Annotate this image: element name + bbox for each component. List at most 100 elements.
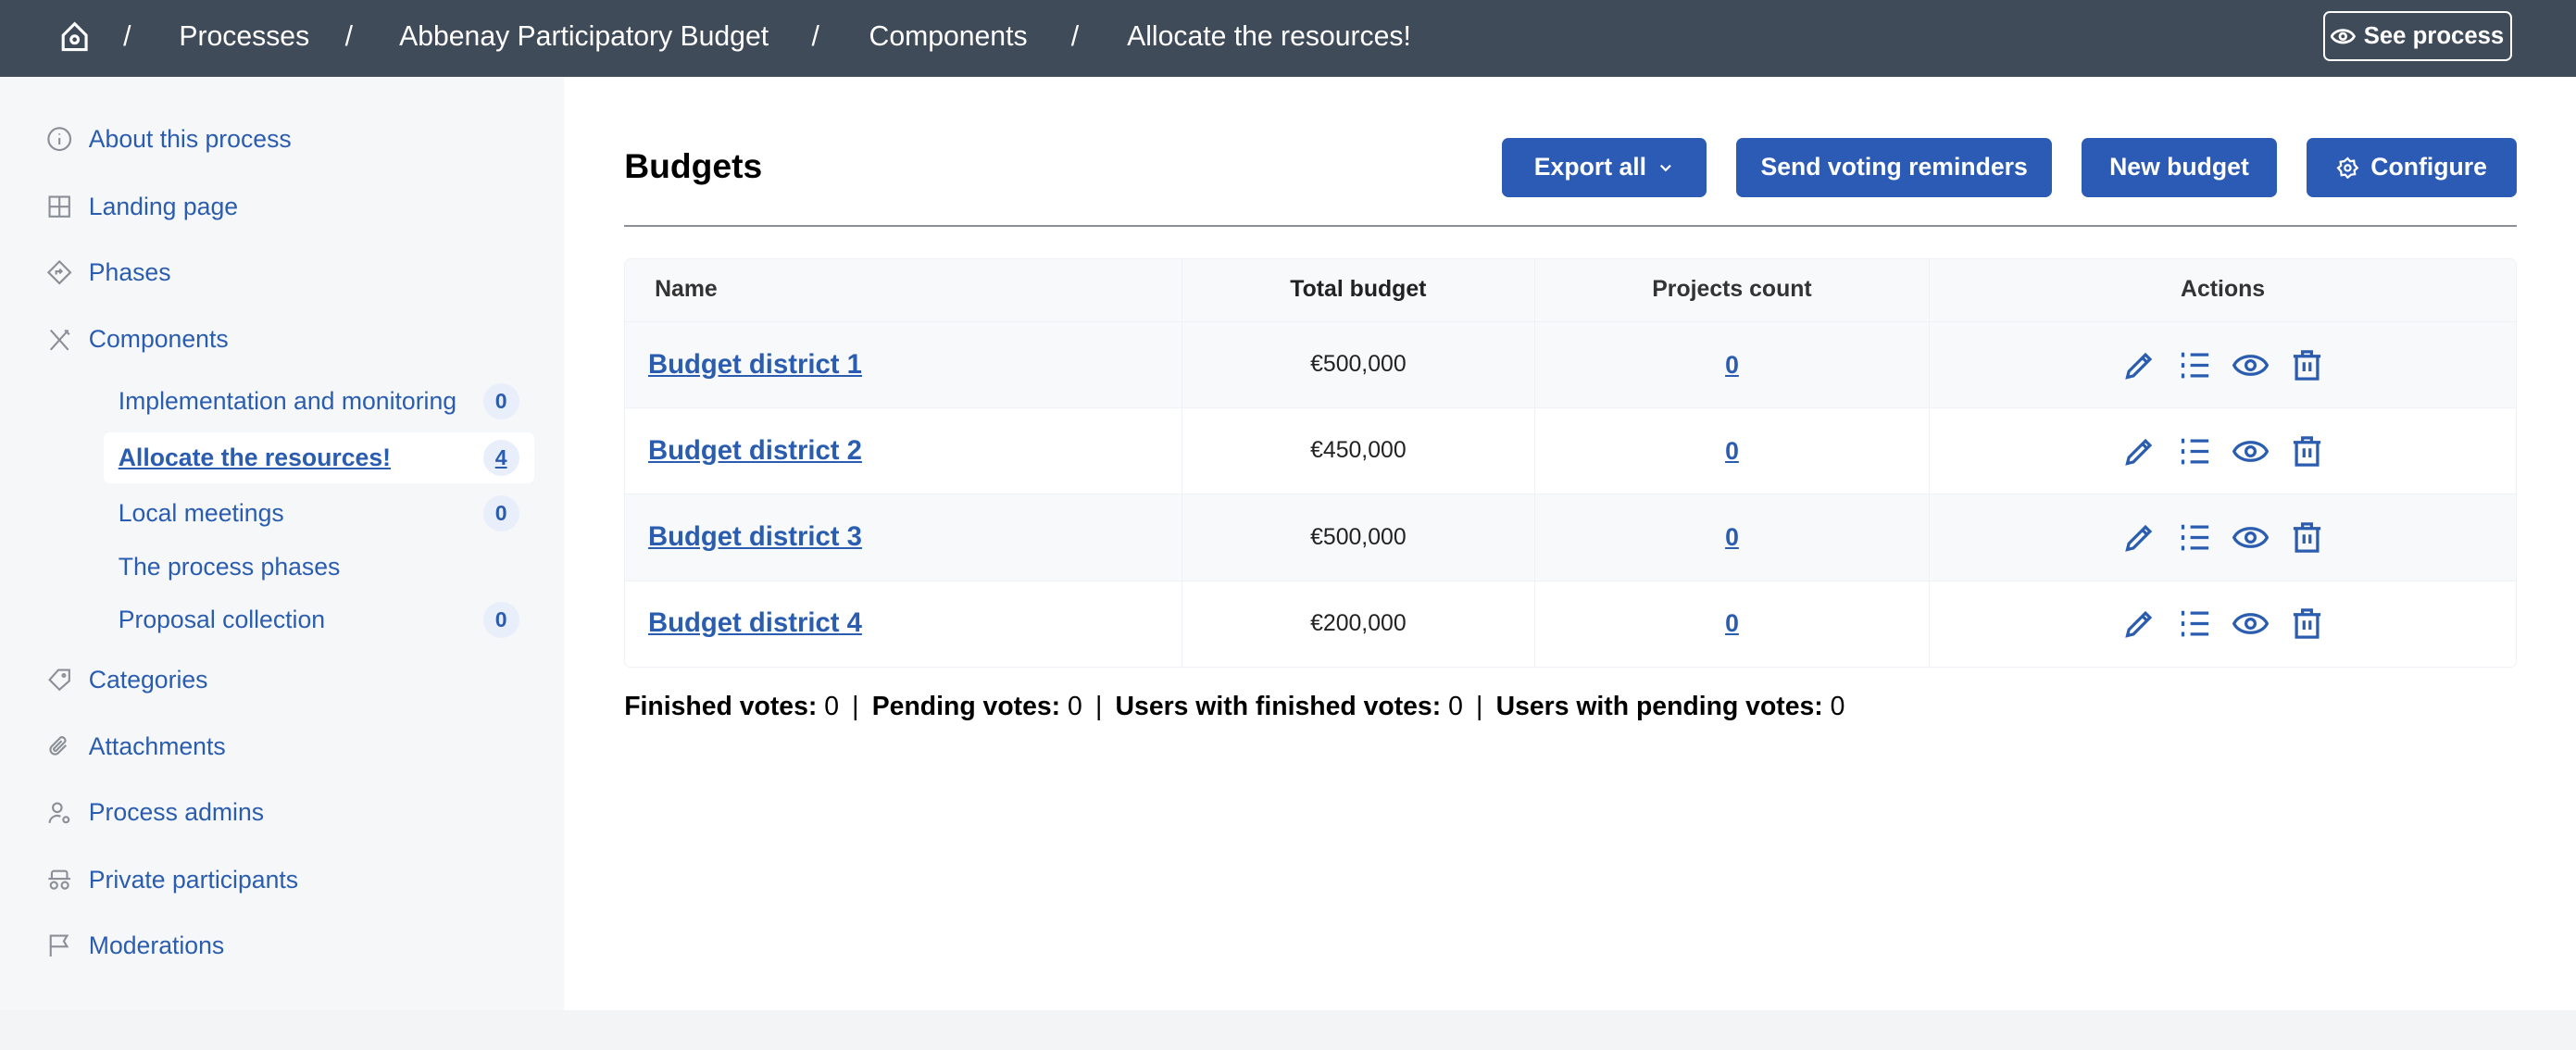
trash-icon: [2293, 522, 2320, 553]
breadcrumb-processes[interactable]: Processes: [179, 21, 310, 53]
actions-cell: [1930, 408, 2516, 494]
component-item-active[interactable]: Allocate the resources! 4: [103, 431, 534, 483]
sidebar-item-label: Components: [88, 325, 229, 354]
count-badge: 4: [482, 439, 519, 476]
projects-count-link[interactable]: 0: [1725, 523, 1739, 552]
tools-icon: [49, 329, 70, 351]
component-label: Local meetings: [118, 498, 284, 527]
breadcrumb-separator: /: [123, 21, 131, 53]
top-bar: / Processes / Abbenay Participatory Budg…: [0, 0, 2576, 78]
user-settings-icon: [48, 802, 69, 823]
list-icon: [2181, 352, 2209, 378]
export-all-button[interactable]: Export all: [1501, 138, 1707, 197]
table-header: Name Total budget Projects count Actions: [625, 258, 2517, 321]
sidebar-item-components[interactable]: Components: [46, 325, 229, 354]
breadcrumb-separator: /: [811, 21, 819, 53]
sidebar-item-phases[interactable]: Phases: [46, 258, 171, 287]
sidebar-item-private-participants[interactable]: Private participants: [46, 866, 298, 894]
trash-icon: [2293, 608, 2320, 640]
preview-button[interactable]: [2232, 433, 2270, 469]
sidebar-item-categories[interactable]: Categories: [46, 665, 208, 694]
users-pending-votes-label: Users with pending votes:: [1495, 691, 1823, 721]
component-item[interactable]: Implementation and monitoring 0: [104, 376, 534, 427]
pencil-icon: [2124, 611, 2152, 639]
projects-count-link[interactable]: 0: [1725, 436, 1739, 465]
trash-icon: [2293, 349, 2320, 381]
delete-button[interactable]: [2289, 519, 2325, 556]
projects-button[interactable]: [2177, 519, 2213, 556]
edit-button[interactable]: [2121, 519, 2157, 556]
breadcrumb-components[interactable]: Components: [869, 21, 1028, 53]
pencil-icon: [2124, 352, 2152, 380]
send-voting-reminders-button[interactable]: Send voting reminders: [1736, 138, 2052, 197]
component-label: Proposal collection: [118, 606, 326, 634]
eye-icon: [2331, 28, 2356, 44]
list-icon: [2181, 438, 2209, 465]
budget-name-link[interactable]: Budget district 4: [648, 608, 862, 639]
table-row: Budget district 1 €500,000 0: [625, 320, 2517, 408]
projects-count-cell: 0: [1535, 581, 1930, 667]
page-title: Budgets: [624, 145, 763, 185]
projects-count-link[interactable]: 0: [1725, 609, 1739, 638]
budget-name-link[interactable]: Budget district 3: [648, 522, 862, 553]
preview-button[interactable]: [2232, 519, 2270, 556]
eye-icon: [2232, 613, 2270, 635]
breadcrumb-current[interactable]: Allocate the resources!: [1127, 21, 1411, 53]
component-item[interactable]: Proposal collection 0: [104, 594, 534, 645]
projects-count-cell: 0: [1535, 321, 1930, 408]
header-total-budget: Total budget: [1182, 258, 1536, 321]
see-process-label: See process: [2363, 22, 2505, 49]
edit-button[interactable]: [2121, 347, 2157, 383]
table-row: Budget district 3 €500,000 0: [625, 494, 2517, 581]
home-icon[interactable]: [57, 19, 92, 54]
votes-summary: Finished votes: 0 | Pending votes: 0 | Users…: [624, 692, 1844, 722]
new-budget-button[interactable]: New budget: [2081, 138, 2278, 197]
edit-button[interactable]: [2121, 433, 2157, 469]
sidebar-item-about[interactable]: About this process: [46, 125, 292, 154]
actions-cell: [1930, 494, 2516, 580]
projects-count-link[interactable]: 0: [1725, 350, 1739, 379]
component-item[interactable]: The process phases: [104, 542, 534, 593]
sidebar-item-label: Categories: [88, 665, 208, 694]
breadcrumb-process[interactable]: Abbenay Participatory Budget: [399, 21, 769, 53]
layout-icon: [48, 195, 70, 218]
header-actions: Actions: [2181, 277, 2266, 303]
projects-button[interactable]: [2177, 433, 2213, 469]
preview-button[interactable]: [2232, 606, 2270, 642]
sidebar-item-moderations[interactable]: Moderations: [46, 931, 224, 960]
see-process-button[interactable]: See process: [2322, 11, 2512, 61]
sidebar-item-label: Attachments: [88, 732, 226, 761]
preview-button[interactable]: [2232, 347, 2270, 383]
component-label: The process phases: [118, 553, 341, 581]
header-name: Name: [625, 258, 1182, 321]
users-finished-votes-label: Users with finished votes:: [1115, 691, 1442, 721]
export-all-label: Export all: [1533, 153, 1647, 181]
projects-count-cell: 0: [1535, 408, 1930, 494]
eye-icon: [2232, 440, 2270, 462]
sidebar-item-label: Landing page: [88, 192, 239, 220]
sidebar-item-process-admins[interactable]: Process admins: [46, 798, 264, 827]
budget-name-link[interactable]: Budget district 1: [648, 349, 862, 380]
configure-button[interactable]: Configure: [2306, 138, 2518, 197]
delete-button[interactable]: [2289, 606, 2325, 642]
table-row: Budget district 2 €450,000 0: [625, 407, 2517, 494]
signpost-icon: [46, 259, 72, 285]
sidebar-item-landing-page[interactable]: Landing page: [46, 193, 238, 221]
sidebar-item-label: Private participants: [88, 865, 299, 894]
pending-votes-value: 0: [1068, 691, 1082, 721]
budget-name-link[interactable]: Budget district 2: [648, 435, 862, 466]
users-finished-votes-value: 0: [1448, 691, 1463, 721]
name-cell: Budget district 2: [625, 408, 1182, 494]
component-label: Implementation and monitoring: [118, 387, 457, 416]
component-item[interactable]: Local meetings 0: [104, 488, 534, 539]
edit-button[interactable]: [2121, 606, 2157, 642]
projects-button[interactable]: [2177, 606, 2213, 642]
delete-button[interactable]: [2289, 433, 2325, 469]
delete-button[interactable]: [2289, 347, 2325, 383]
sidebar-item-attachments[interactable]: Attachments: [46, 732, 226, 761]
projects-button[interactable]: [2177, 347, 2213, 383]
tag-icon: [47, 669, 70, 692]
header-projects-count: Projects count: [1535, 258, 1930, 321]
pencil-icon: [2124, 524, 2152, 552]
configure-label: Configure: [2370, 153, 2487, 181]
